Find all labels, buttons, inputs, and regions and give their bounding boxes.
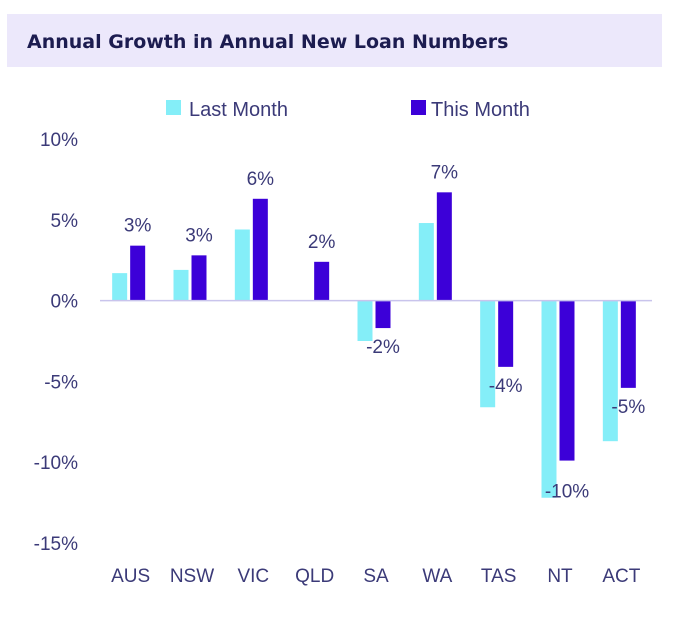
x-tick-label: ACT: [602, 566, 640, 587]
y-tick-label: 0%: [51, 292, 79, 313]
bar-last-month-vic: [234, 229, 250, 301]
y-tick-label: -5%: [44, 372, 78, 393]
y-tick-label: -10%: [34, 453, 78, 474]
y-tick-label: -15%: [34, 534, 78, 555]
y-tick-label: 5%: [51, 211, 79, 232]
bar-last-month-wa: [418, 223, 434, 301]
data-label-qld: 2%: [308, 232, 336, 253]
bar-this-month-qld: [314, 261, 330, 301]
x-tick-label: WA: [422, 566, 452, 587]
bar-this-month-wa: [436, 192, 452, 301]
bar-this-month-aus: [130, 245, 146, 301]
bars: [100, 192, 652, 498]
data-labels: 3% 3% 6% 2% -2% 7% -4% -10% -5%: [124, 162, 645, 502]
bar-this-month-act: [620, 300, 636, 388]
bar-last-month-nsw: [173, 269, 189, 301]
bar-this-month-nsw: [191, 255, 207, 301]
legend: Last Month This Month: [166, 99, 530, 121]
x-tick-label: VIC: [237, 566, 269, 587]
data-label-aus: 3%: [124, 216, 152, 237]
x-axis: AUS NSW VIC QLD SA WA TAS NT ACT: [111, 566, 641, 587]
data-label-act: -5%: [611, 397, 645, 418]
data-label-sa: -2%: [366, 337, 400, 358]
chart-title: Annual Growth in Annual New Loan Numbers: [27, 31, 509, 53]
y-axis: 10% 5% 0% -5% -10% -15%: [34, 130, 78, 555]
y-tick-label: 10%: [40, 130, 78, 151]
data-label-vic: 6%: [247, 169, 275, 190]
x-tick-label: SA: [363, 566, 389, 587]
data-label-nsw: 3%: [185, 225, 213, 246]
bar-last-month-act: [602, 300, 618, 442]
legend-label-this-month: This Month: [431, 99, 530, 121]
legend-swatch-last-month: [166, 100, 181, 115]
x-tick-label: QLD: [295, 566, 334, 587]
data-label-wa: 7%: [431, 162, 459, 183]
bar-this-month-vic: [252, 198, 268, 301]
legend-label-last-month: Last Month: [189, 99, 288, 121]
bar-last-month-nt: [541, 300, 557, 498]
x-tick-label: NT: [547, 566, 573, 587]
bar-last-month-tas: [480, 300, 496, 408]
x-tick-label: NSW: [170, 566, 214, 587]
title-band: Annual Growth in Annual New Loan Numbers: [7, 14, 662, 67]
bar-last-month-aus: [112, 273, 128, 301]
legend-swatch-this-month: [411, 100, 426, 115]
x-tick-label: AUS: [111, 566, 150, 587]
x-tick-label: TAS: [481, 566, 517, 587]
data-label-tas: -4%: [489, 376, 523, 397]
data-label-nt: -10%: [545, 482, 589, 503]
bar-last-month-sa: [357, 300, 373, 341]
bar-this-month-tas: [498, 300, 514, 367]
bar-this-month-sa: [375, 300, 391, 329]
bar-this-month-nt: [559, 300, 575, 461]
